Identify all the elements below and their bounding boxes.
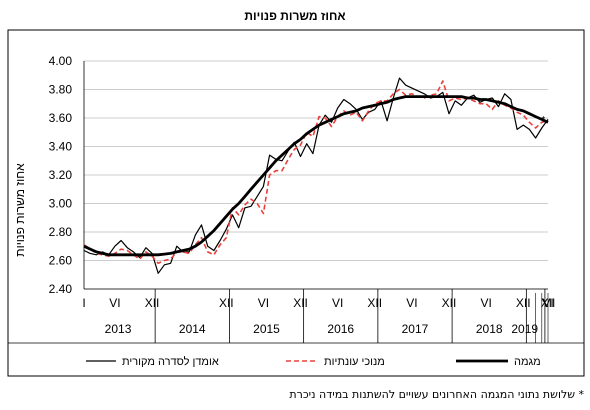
- year-label: 2017: [402, 322, 429, 336]
- series-line-2: [83, 95, 549, 257]
- x-tick-label: VI: [109, 296, 120, 310]
- x-tick-label: VI: [332, 296, 343, 310]
- footnote: * שלושת נתוני המגמה האחרונים עשויים להשת…: [289, 388, 584, 401]
- x-tick-label: XII: [516, 296, 531, 310]
- series-layer: [83, 77, 549, 274]
- chart-title: אחוז משרות פנויות: [244, 9, 345, 23]
- year-label: 2018: [476, 322, 503, 336]
- legend-label-0: אומדן לסדרה מקורית: [122, 355, 219, 368]
- series-line-1: [83, 80, 549, 265]
- y-tick-label: 2.40: [49, 282, 73, 296]
- year-label: 2019: [511, 322, 538, 336]
- x-tick-label: XII: [367, 296, 382, 310]
- preliminary-marker: *: [542, 115, 546, 125]
- legend-label-1: מנוכי עונתיות: [324, 356, 385, 368]
- y-axis-label: אחוז משרות פנויות: [13, 163, 27, 257]
- x-tick-label: XII: [293, 296, 308, 310]
- y-tick-label: 3.20: [49, 168, 73, 182]
- year-label: 2013: [105, 322, 132, 336]
- x-tick-label: XII: [219, 296, 234, 310]
- x-tick-label: XII: [442, 296, 457, 310]
- x-tick-label: VI: [406, 296, 417, 310]
- x-tick-label: XII: [145, 296, 160, 310]
- y-tick-label: 3.40: [49, 140, 73, 154]
- x-tick-label: VI: [480, 296, 491, 310]
- y-axis: 4.00 3.80 3.60 3.40 3.20 3.00 2.80 2.60 2.40: [49, 54, 85, 296]
- y-tick-label: 2.80: [49, 225, 73, 239]
- chart-frame: [7, 29, 585, 377]
- x-tick-label: VI: [258, 296, 269, 310]
- x-tick-label: I: [82, 296, 85, 310]
- y-tick-label: 3.80: [49, 83, 73, 97]
- y-tick-label: 4.00: [49, 54, 73, 68]
- year-label: 2015: [253, 322, 280, 336]
- year-label: 2014: [179, 322, 206, 336]
- y-tick-label: 2.60: [49, 254, 73, 268]
- legend: אומדן לסדרה מקורית מנוכי עונתיות מגמה: [8, 342, 584, 368]
- legend-label-2: מגמה: [514, 356, 541, 368]
- y-tick-label: 3.60: [49, 111, 73, 125]
- y-tick-label: 3.00: [49, 197, 73, 211]
- year-label: 2016: [327, 322, 354, 336]
- series-line-0: [83, 77, 549, 274]
